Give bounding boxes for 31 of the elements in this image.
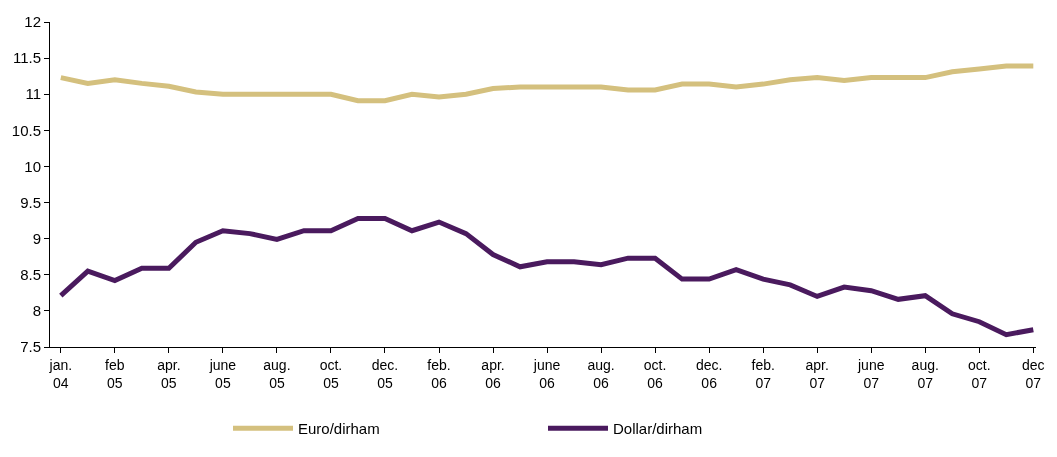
y-tick-label: 8 — [32, 302, 41, 320]
y-tick-label: 12 — [24, 13, 41, 31]
y-tick-label: 8.5 — [20, 266, 41, 284]
x-tick-label: apr. 05 — [157, 356, 181, 391]
y-tick-label: 9.5 — [20, 193, 41, 211]
x-tick-label: dec. 06 — [695, 356, 723, 391]
x-tick-label: dec. 05 — [371, 356, 399, 391]
x-tick-label: aug. 06 — [587, 356, 615, 391]
y-tick-label: 11.5 — [12, 49, 41, 67]
legend-label: Euro/dirham — [298, 420, 380, 438]
y-tick-label: 10.5 — [11, 121, 41, 139]
legend-label: Dollar/dirham — [613, 420, 703, 438]
x-tick-label: feb 05 — [105, 356, 125, 391]
x-tick-label: june 07 — [856, 356, 885, 391]
x-tick-label: apr. 07 — [805, 356, 829, 391]
x-tick-label: june 05 — [208, 356, 237, 391]
y-tick-label: 7.5 — [20, 338, 41, 356]
y-tick-label: 10 — [24, 157, 41, 175]
x-tick-label: jan. 04 — [48, 356, 73, 391]
x-tick-label: aug. 07 — [911, 356, 939, 391]
x-tick-label: june 06 — [532, 356, 561, 391]
x-tick-label: oct. 07 — [967, 356, 991, 391]
x-tick-label: aug. 05 — [263, 356, 291, 391]
x-tick-label: feb. 07 — [751, 356, 775, 391]
x-tick-label: oct. 06 — [643, 356, 667, 391]
x-tick-label: dec 07 — [1022, 356, 1045, 391]
y-tick-label: 9 — [32, 229, 41, 247]
x-tick-label: oct. 05 — [319, 356, 343, 391]
x-tick-label: apr. 06 — [481, 356, 505, 391]
y-tick-label: 11 — [25, 85, 41, 103]
x-tick-label: feb. 06 — [427, 356, 451, 391]
